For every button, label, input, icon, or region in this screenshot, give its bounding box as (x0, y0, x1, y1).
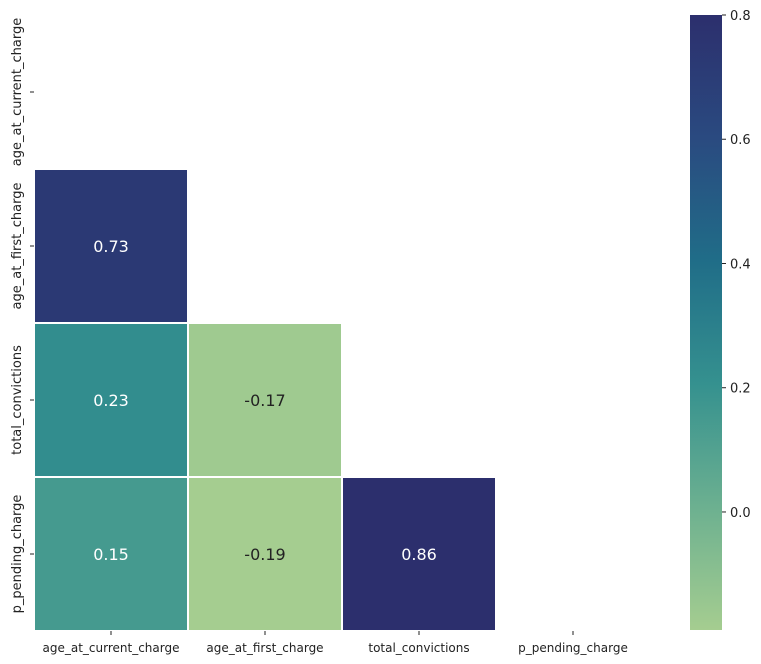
heatmap-cell-p-pending-charge-total-convictions (341, 476, 497, 632)
heatmap-cell-p-pending-charge-age-at-current-charge (33, 476, 189, 632)
y-tick-label-total-convictions: total_convictions (10, 345, 25, 455)
cell-value-label-p-pending-charge-age-at-current-charge: 0.15 (93, 545, 129, 564)
y-tick-label-p-pending-charge: p_pending_charge (10, 495, 25, 614)
colorbar-tick-label: 0.2 (730, 382, 751, 397)
cell-value-label-total-convictions-age-at-current-charge: 0.23 (93, 391, 129, 410)
colorbar-tick-label: 0.6 (730, 133, 751, 148)
x-tick-label-p-pending-charge: p_pending_charge (518, 641, 628, 655)
x-tick-label-total-convictions: total_convictions (368, 641, 469, 655)
y-axis-tick-labels: age_at_current_charge age_at_first_charge… (10, 18, 34, 614)
cell-value-label-p-pending-charge-total-convictions: 0.86 (401, 545, 437, 564)
colorbar: 0.8 0.6 0.4 0.2 0.0 (690, 9, 751, 630)
cell-value-label-total-convictions-age-at-first-charge: -0.17 (244, 391, 285, 410)
x-axis-tick-labels: age_at_current_charge age_at_first_charge… (43, 631, 628, 655)
heatmap-cell-p-pending-charge-age-at-first-charge (187, 476, 343, 632)
x-tick-label-age-at-first-charge: age_at_first_charge (206, 641, 323, 655)
y-tick-label-age-at-current-charge: age_at_current_charge (10, 18, 25, 166)
cell-value-label-p-pending-charge-age-at-first-charge: -0.19 (244, 545, 285, 564)
cell-value-label-age-at-first-charge-age-at-current-charge: 0.73 (93, 237, 129, 256)
colorbar-tick-label: 0.8 (730, 9, 751, 24)
x-tick-label-age-at-current-charge: age_at_current_charge (43, 641, 180, 655)
colorbar-tick-label: 0.0 (730, 506, 751, 521)
colorbar-gradient (690, 15, 722, 630)
heatmap-cells: 0.73 0.23 -0.17 0.15 -0.19 0.86 (33, 168, 497, 632)
colorbar-tick-label: 0.4 (730, 257, 751, 272)
heatmap-cell-age-at-first-charge-age-at-current-charge (33, 168, 189, 324)
heatmap-cell-total-convictions-age-at-current-charge (33, 322, 189, 478)
heatmap-cell-total-convictions-age-at-first-charge (187, 322, 343, 478)
y-tick-label-age-at-first-charge: age_at_first_charge (10, 183, 25, 310)
